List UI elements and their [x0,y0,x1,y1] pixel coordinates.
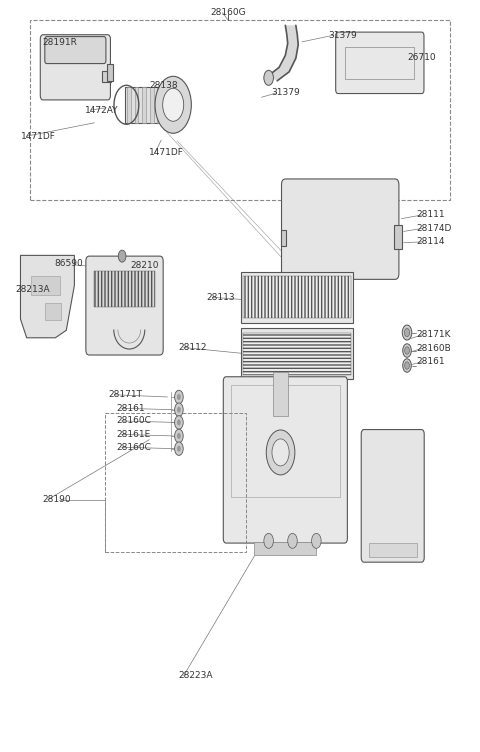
Text: 28161E: 28161E [116,430,150,439]
Circle shape [177,394,181,400]
Bar [369,544,417,557]
Circle shape [266,430,295,475]
Bar [45,303,61,320]
FancyBboxPatch shape [86,256,163,355]
Circle shape [118,250,126,262]
Text: 28161: 28161 [417,357,445,366]
Circle shape [175,403,183,417]
Bar [125,86,178,123]
Bar [345,47,414,78]
FancyBboxPatch shape [336,32,424,93]
Bar [127,86,131,123]
Circle shape [312,533,321,548]
Text: 28160G: 28160G [210,8,246,17]
Text: 28160B: 28160B [417,344,451,353]
Circle shape [405,347,409,354]
Text: 28191R: 28191R [42,38,77,47]
Bar [102,71,111,81]
Text: 28190: 28190 [42,495,71,504]
Bar [394,225,402,249]
Text: 28112: 28112 [178,343,206,352]
Text: 86590: 86590 [54,259,83,268]
Text: 28160C: 28160C [116,443,151,452]
Bar [281,230,286,247]
Text: 28213A: 28213A [16,285,50,294]
Text: 28138: 28138 [149,80,178,89]
Bar [165,86,169,123]
Text: 31379: 31379 [271,88,300,97]
Text: 28111: 28111 [417,211,445,220]
Circle shape [177,420,181,426]
Bar [254,541,316,555]
Circle shape [177,407,181,413]
Bar [94,271,155,307]
Text: 28171K: 28171K [417,330,451,339]
Circle shape [177,446,181,452]
Circle shape [175,390,183,404]
Text: 28210: 28210 [130,261,159,270]
Bar [273,371,288,417]
Bar [134,86,138,123]
Bar [142,86,146,123]
Circle shape [403,344,411,357]
Circle shape [177,433,181,439]
Text: 26710: 26710 [407,53,436,62]
Bar [173,86,177,123]
Bar [241,272,353,323]
Bar [241,328,353,379]
FancyBboxPatch shape [361,429,424,562]
FancyBboxPatch shape [45,37,106,64]
Text: 31379: 31379 [328,31,357,40]
Bar [32,276,60,295]
Circle shape [175,429,183,443]
Bar [150,86,154,123]
Bar [243,276,351,318]
Polygon shape [268,26,298,80]
Bar [106,414,246,552]
Polygon shape [21,256,74,338]
Text: 28160C: 28160C [116,417,151,426]
Circle shape [264,533,274,548]
Text: 1472AY: 1472AY [85,105,119,114]
Bar [243,332,351,374]
Text: 28113: 28113 [206,293,235,302]
FancyBboxPatch shape [281,179,399,279]
Circle shape [175,442,183,456]
Circle shape [402,325,412,340]
Bar [30,20,450,200]
Text: 28223A: 28223A [178,672,213,681]
Circle shape [163,88,184,121]
Circle shape [175,416,183,429]
Bar [157,86,161,123]
Bar [108,65,113,80]
Text: 1471DF: 1471DF [21,132,55,141]
Text: 28174D: 28174D [417,224,452,233]
Circle shape [405,362,409,369]
Text: 28171T: 28171T [109,390,143,399]
Circle shape [403,359,411,372]
FancyBboxPatch shape [223,377,348,543]
Bar [231,385,340,497]
FancyBboxPatch shape [40,35,110,100]
Circle shape [405,329,409,337]
Circle shape [155,76,192,133]
Circle shape [264,71,274,85]
Circle shape [272,439,289,466]
Text: 28114: 28114 [417,238,445,247]
Circle shape [288,533,297,548]
Text: 28161: 28161 [116,404,144,413]
Text: 1471DF: 1471DF [149,148,184,157]
